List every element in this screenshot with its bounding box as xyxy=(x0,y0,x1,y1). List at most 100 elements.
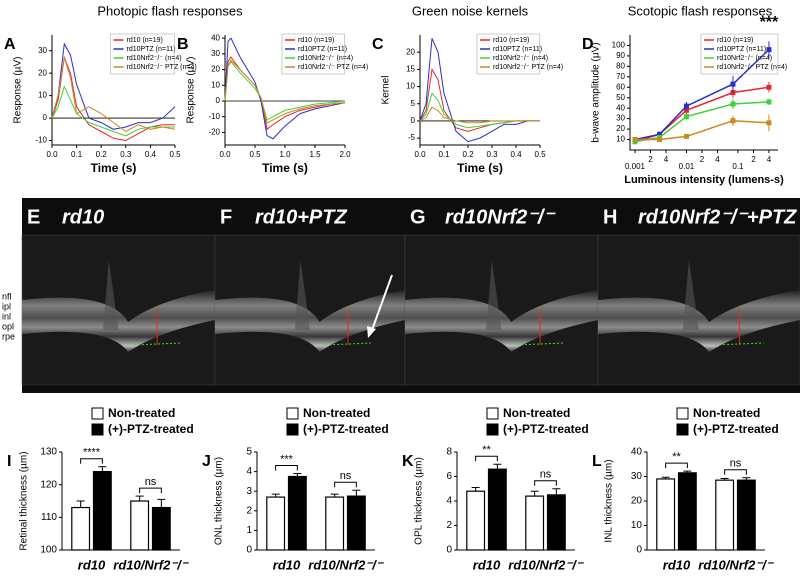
x-tick-label: 1.5 xyxy=(309,150,321,159)
x-tick-label: 0.1 xyxy=(732,162,744,171)
x-tick-label: 0.0 xyxy=(219,150,231,159)
y-tick-label: 5 xyxy=(246,447,252,458)
sig-bracket xyxy=(334,481,357,488)
y-tick-label: 20 xyxy=(211,65,220,74)
sig-bracket xyxy=(534,480,557,486)
series-line xyxy=(51,57,176,133)
layer-label: rpe xyxy=(2,331,15,341)
x-tick-label: 1.0 xyxy=(279,150,291,159)
legend-swatch xyxy=(286,423,299,436)
marker xyxy=(730,118,736,124)
y-tick-label: 5 xyxy=(411,99,416,108)
retina-band xyxy=(598,290,800,352)
x-tick-label: 2.0 xyxy=(339,150,351,159)
significance: **** xyxy=(83,447,101,459)
x-tick-label: 0.5 xyxy=(534,150,546,159)
legend-label: rd10Nrf2⁻/⁻ (n=4) xyxy=(717,55,772,62)
retina-band xyxy=(405,290,598,352)
x-tick-label: 2 xyxy=(751,155,756,164)
y-tick-label: 20 xyxy=(631,496,643,507)
y-tick-label: 20 xyxy=(406,47,415,56)
y-tick-label: 0 xyxy=(446,545,452,556)
x-tick-label: 0.0 xyxy=(46,150,58,159)
legend-label: rd10PTZ (n=11) xyxy=(127,46,176,53)
y-tick-label: 6 xyxy=(446,471,452,482)
y-tick-label: 8 xyxy=(446,447,452,458)
bar xyxy=(346,495,366,551)
y-tick-label: 60 xyxy=(616,82,625,91)
marker xyxy=(766,47,772,53)
optic-nerve xyxy=(103,260,119,330)
significance: ns xyxy=(340,470,352,482)
section-heading: Green noise kernels xyxy=(412,3,529,18)
series-line xyxy=(224,60,346,121)
sig-bracket xyxy=(665,462,688,469)
bar xyxy=(130,500,150,551)
section-heading: Scotopic flash responses xyxy=(628,3,773,18)
x-tick-label: 0.4 xyxy=(510,150,522,159)
x-tick-label: 0.1 xyxy=(438,150,450,159)
y-tick-label: -10 xyxy=(35,136,47,145)
legend-box xyxy=(700,33,779,75)
x-tick-label: 4 xyxy=(664,155,669,164)
series-line xyxy=(51,42,176,130)
category-label: rd10 xyxy=(663,557,691,572)
y-axis-label: OPL thickness (µm) xyxy=(414,457,425,545)
image-title: rd10+PTZ xyxy=(255,206,347,228)
layer-label: opl xyxy=(2,321,14,331)
y-tick-label: 15 xyxy=(406,64,415,73)
y-tick-label: 30 xyxy=(631,471,643,482)
x-tick-label: 0.5 xyxy=(169,150,181,159)
legend-label: rd10Nrf2⁻/⁻ (n=4) xyxy=(493,55,548,62)
bar xyxy=(487,468,507,551)
marker xyxy=(730,101,736,107)
panel-letter: L xyxy=(592,453,602,470)
y-tick-label: 100 xyxy=(612,41,626,50)
legend-label: (+)-PTZ-treated xyxy=(693,422,779,436)
optic-nerve xyxy=(294,260,310,330)
y-tick-label: 0 xyxy=(411,116,416,125)
y-axis-label: Retinal thickness (µm) xyxy=(19,451,30,550)
y-tick-label: 90 xyxy=(616,51,625,60)
category-label: rd10 xyxy=(273,557,301,572)
x-tick-label: 2 xyxy=(648,155,653,164)
legend-label: Non-treated xyxy=(693,406,760,420)
marker xyxy=(766,120,772,126)
bar xyxy=(151,506,171,551)
panel-letter: I xyxy=(7,453,11,470)
legend-swatch xyxy=(486,423,499,436)
bar xyxy=(287,475,307,551)
legend-label: rd10PTZ (n=11) xyxy=(493,46,542,53)
panel-letter: K xyxy=(402,453,414,470)
marker xyxy=(632,137,638,143)
panel-letter: C xyxy=(372,36,384,53)
y-tick-label: 2 xyxy=(446,520,452,531)
x-axis-label: Time (s) xyxy=(457,161,503,175)
y-tick-label: 3 xyxy=(246,486,252,497)
series-line xyxy=(419,106,540,124)
y-tick-label: 110 xyxy=(41,512,57,523)
image-title: rd10Nrf2⁻/⁻+PTZ xyxy=(638,206,797,228)
category-label: rd10/Nrf2⁻/⁻ xyxy=(308,557,385,572)
legend-label: rd10 (n=19) xyxy=(298,37,334,44)
legend-label: rd10Nrf2⁻/⁻ PTZ (n=4) xyxy=(127,64,197,71)
significance: ns xyxy=(145,476,157,488)
legend-label: rd10Nrf2⁻/⁻ PTZ (n=4) xyxy=(717,64,787,71)
retina-band xyxy=(22,290,215,352)
y-tick-label: 40 xyxy=(211,33,220,42)
marker xyxy=(766,84,772,90)
sig-bracket xyxy=(80,458,103,464)
x-axis-label: Time (s) xyxy=(91,161,137,175)
legend-box xyxy=(281,33,345,75)
bar xyxy=(525,495,545,551)
legend-label: rd10Nrf2⁻/⁻ (n=4) xyxy=(298,55,353,62)
x-tick-label: 0.1 xyxy=(71,150,83,159)
legend-swatch xyxy=(486,407,499,420)
significance: ns xyxy=(730,458,742,470)
significance: ns xyxy=(540,469,552,481)
annotation: *** xyxy=(760,14,779,31)
y-tick-label: 0 xyxy=(43,113,48,122)
panel-letter: B xyxy=(177,36,189,53)
sig-bracket xyxy=(475,455,498,462)
